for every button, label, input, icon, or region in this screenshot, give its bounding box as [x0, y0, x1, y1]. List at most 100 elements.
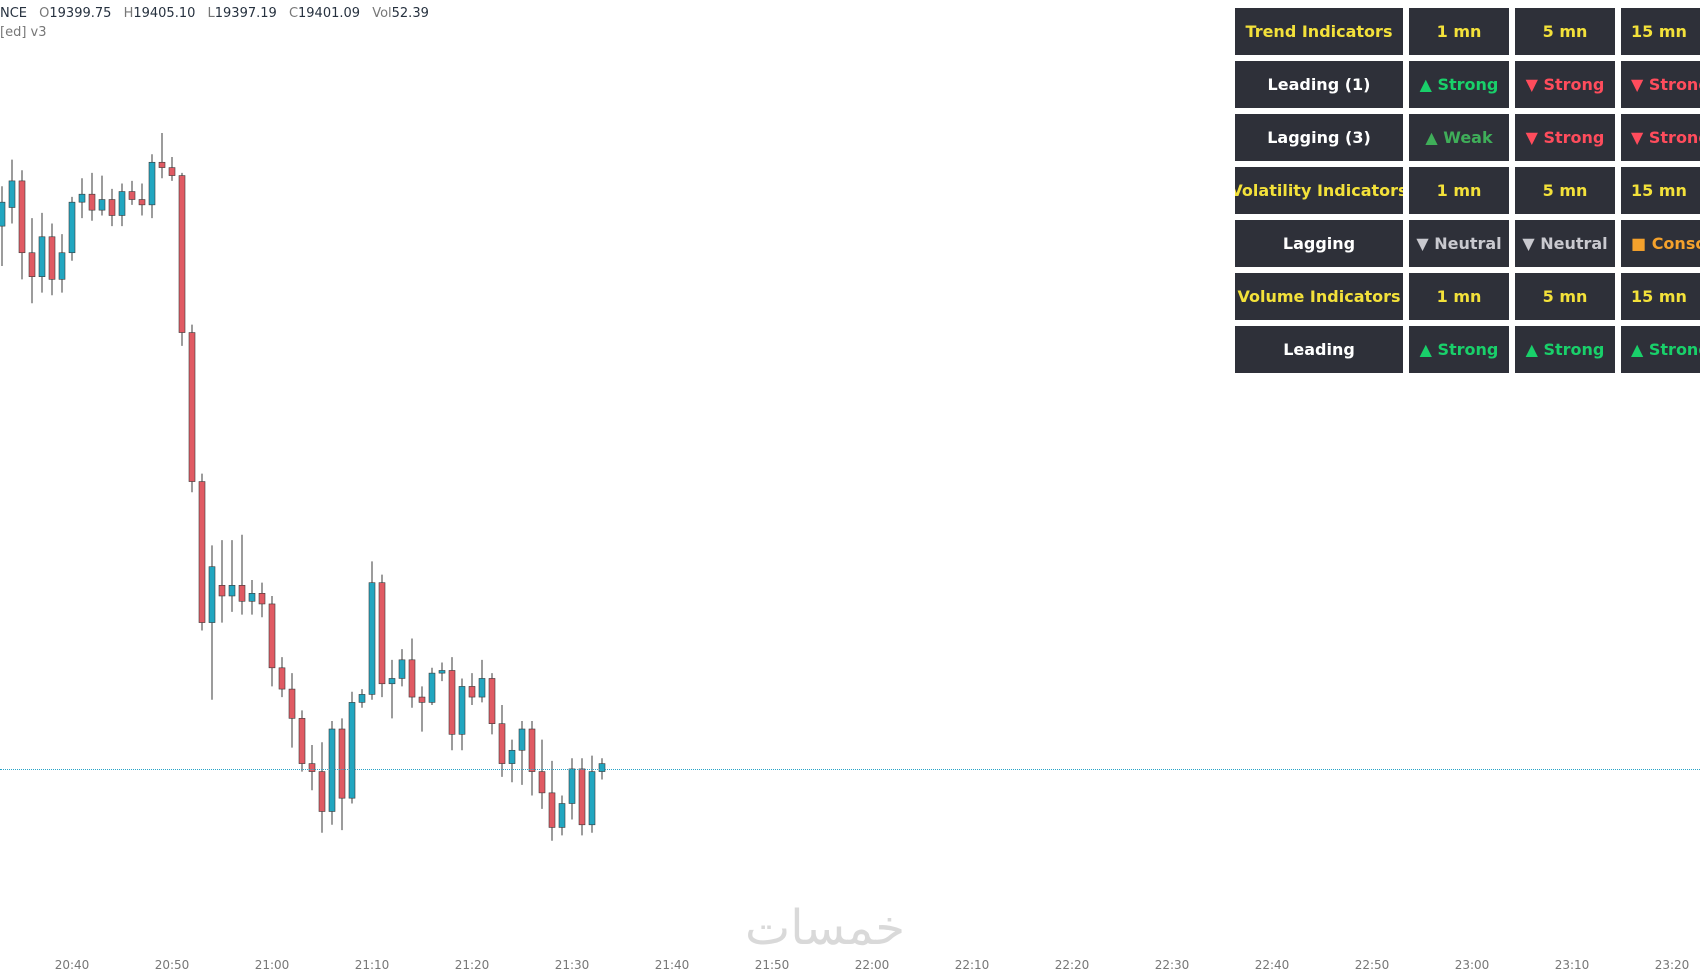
- candle: [338, 718, 346, 831]
- candle: [138, 183, 146, 216]
- candle: [378, 574, 386, 698]
- candle: [168, 156, 176, 181]
- candle: [218, 540, 226, 623]
- candle-body-down: [178, 175, 186, 333]
- indicator-legend-row[interactable]: [ed] v3: [0, 23, 437, 42]
- candle: [308, 744, 316, 791]
- candle-body-up: [398, 659, 406, 679]
- candle: [428, 667, 436, 706]
- candle-body-up: [368, 582, 376, 695]
- candle: [418, 686, 426, 732]
- candle-body-down: [288, 688, 296, 719]
- table-timeframe-header: 1 mn: [1409, 273, 1509, 320]
- candle-body-down: [238, 585, 246, 602]
- candle-body-down: [88, 193, 96, 211]
- candle: [368, 561, 376, 700]
- table-timeframe-header: 5 mn: [1515, 273, 1615, 320]
- candle-body-up: [38, 236, 46, 277]
- candle: [438, 662, 446, 682]
- candle: [458, 678, 466, 751]
- candle: [558, 795, 566, 836]
- candle-body-down: [548, 792, 556, 828]
- candle: [48, 223, 56, 296]
- candle: [88, 172, 96, 221]
- candle: [98, 175, 106, 216]
- table-signal-cell: ▲ Weak: [1409, 114, 1509, 161]
- table-timeframe-header: 15 mn: [1621, 167, 1700, 214]
- candle: [498, 705, 506, 777]
- candle: [468, 673, 476, 706]
- time-axis-label: 21:20: [454, 958, 490, 972]
- candle: [148, 154, 156, 219]
- candle: [178, 172, 186, 346]
- candle-body-up: [228, 585, 236, 597]
- candle-body-up: [208, 566, 216, 623]
- current-price-line: [0, 769, 1700, 770]
- candle: [358, 689, 366, 708]
- candle-body-down: [408, 659, 416, 698]
- table-section-title: Trend Indicators: [1235, 8, 1403, 55]
- time-axis: 20:40 20:50 21:00 21:10 21:20 21:30 21:40 21:50…: [0, 958, 1700, 972]
- time-axis-label: 21:30: [554, 958, 590, 972]
- candle-body-up: [358, 694, 366, 703]
- time-axis-label: 20:50: [154, 958, 190, 972]
- candle-body-down: [418, 696, 426, 703]
- time-axis-label: 21:40: [654, 958, 690, 972]
- table-row-label: Lagging (3): [1235, 114, 1403, 161]
- candle: [258, 582, 266, 618]
- candle-body-down: [48, 236, 56, 280]
- table-signal-cell: ▼ Neutral: [1409, 220, 1509, 267]
- candle-body-up: [118, 191, 126, 216]
- candle: [28, 218, 36, 304]
- candle: [328, 721, 336, 825]
- candle-body-down: [218, 585, 226, 597]
- candle: [548, 760, 556, 841]
- candle: [598, 758, 606, 780]
- table-signal-cell: ▼ Strong: [1515, 114, 1615, 161]
- candle: [268, 595, 276, 687]
- candle-body-up: [348, 702, 356, 799]
- table-timeframe-header: 15 mn: [1621, 8, 1700, 55]
- candle: [118, 183, 126, 227]
- table-row-label: Leading (1): [1235, 61, 1403, 108]
- high-key: H: [123, 6, 134, 21]
- indicator-name[interactable]: [ed] v3: [0, 25, 47, 40]
- candle: [568, 758, 576, 820]
- candle-body-down: [338, 728, 346, 799]
- candle-body-down: [268, 603, 276, 669]
- candle: [518, 721, 526, 785]
- candle-body-down: [168, 167, 176, 176]
- candle-body-down: [538, 771, 546, 794]
- candle-body-down: [498, 723, 506, 764]
- candle: [208, 545, 216, 700]
- candle: [588, 755, 596, 833]
- candle-body-up: [68, 201, 76, 254]
- candle-body-up: [478, 678, 486, 698]
- table-timeframe-header: 5 mn: [1515, 8, 1615, 55]
- candle: [198, 473, 206, 631]
- candle: [478, 659, 486, 703]
- time-axis-label: 22:00: [854, 958, 890, 972]
- indicator-table: Trend Indicators 1 mn 5 mn 15 mn Leading (1)…: [1235, 8, 1700, 373]
- candle-body-down: [138, 199, 146, 206]
- candle-body-up: [588, 771, 596, 826]
- table-signal-cell: ▼ Strong: [1621, 114, 1700, 161]
- candle: [238, 534, 246, 615]
- time-axis-label: 21:50: [754, 958, 790, 972]
- table-timeframe-header: 1 mn: [1409, 8, 1509, 55]
- candle: [348, 691, 356, 804]
- table-signal-cell: ▼ Strong: [1621, 61, 1700, 108]
- close-value: 19401.09: [298, 6, 361, 21]
- table-signal-cell: ▲ Strong: [1409, 326, 1509, 373]
- table-row-label: Lagging: [1235, 220, 1403, 267]
- time-axis-label: 23:00: [1454, 958, 1490, 972]
- candle-body-down: [258, 593, 266, 605]
- candle-body-up: [388, 678, 396, 685]
- candle-body-down: [448, 670, 456, 735]
- candle-body-down: [298, 718, 306, 764]
- candle-body-down: [28, 252, 36, 277]
- volume-value: 52.39: [391, 6, 429, 21]
- candle-body-down: [378, 582, 386, 685]
- candle: [448, 657, 456, 751]
